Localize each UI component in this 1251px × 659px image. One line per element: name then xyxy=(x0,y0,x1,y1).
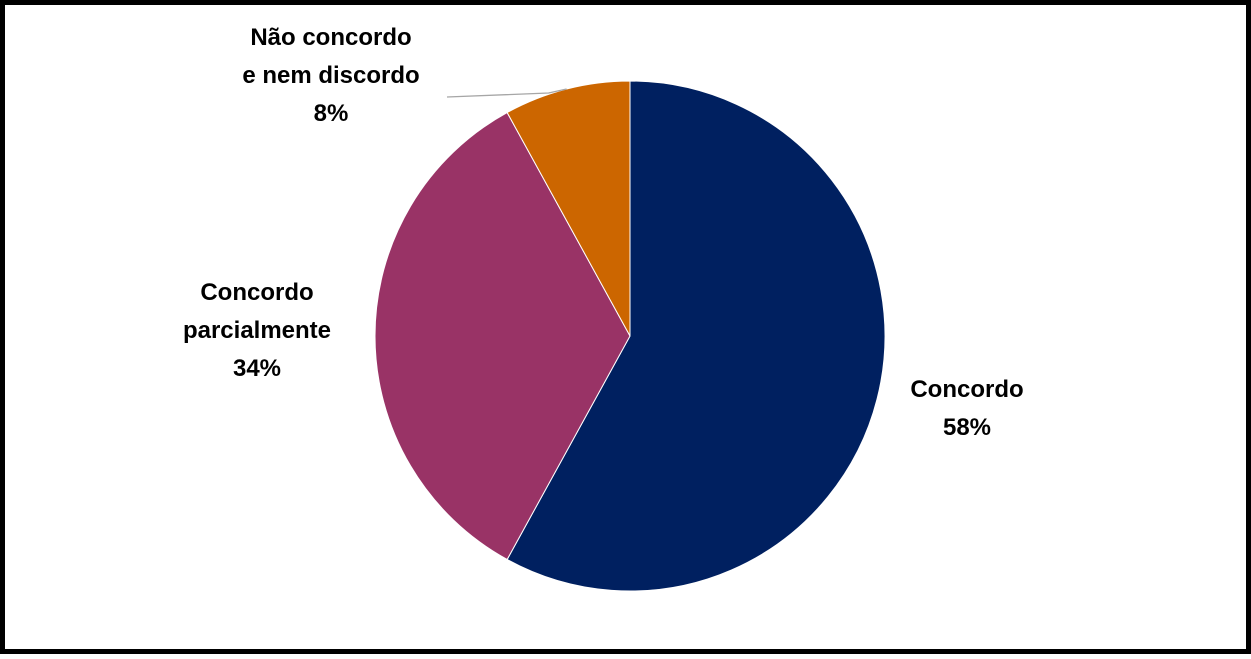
pie-slice-0 xyxy=(506,80,886,592)
slice-name-line-2-1: e nem discordo xyxy=(242,62,419,89)
pie-chart: Concordo 58% Concordo parcialmente 34% Não co… xyxy=(183,24,1024,592)
slice-name-line-0-0: Concordo xyxy=(910,376,1023,403)
slice-percent-2: 8% xyxy=(314,100,349,127)
slice-label-1: Concordo parcialmente 34% xyxy=(183,279,331,382)
leader-lines xyxy=(446,88,567,98)
slice-labels: Concordo 58% Concordo parcialmente 34% Não co… xyxy=(183,24,1024,441)
slice-percent-0: 58% xyxy=(943,414,991,441)
pie-slice-1 xyxy=(374,111,631,561)
pie-slices xyxy=(374,80,886,592)
slice-name-line-1-1: parcialmente xyxy=(183,317,331,344)
slice-name-line-2-0: Não concordo xyxy=(250,24,411,51)
slice-label-0: Concordo 58% xyxy=(910,376,1023,441)
leader-line-2 xyxy=(446,88,567,98)
slice-label-2: Não concordo e nem discordo 8% xyxy=(242,24,419,127)
slice-name-line-1-0: Concordo xyxy=(200,279,313,306)
slice-percent-1: 34% xyxy=(233,355,281,382)
